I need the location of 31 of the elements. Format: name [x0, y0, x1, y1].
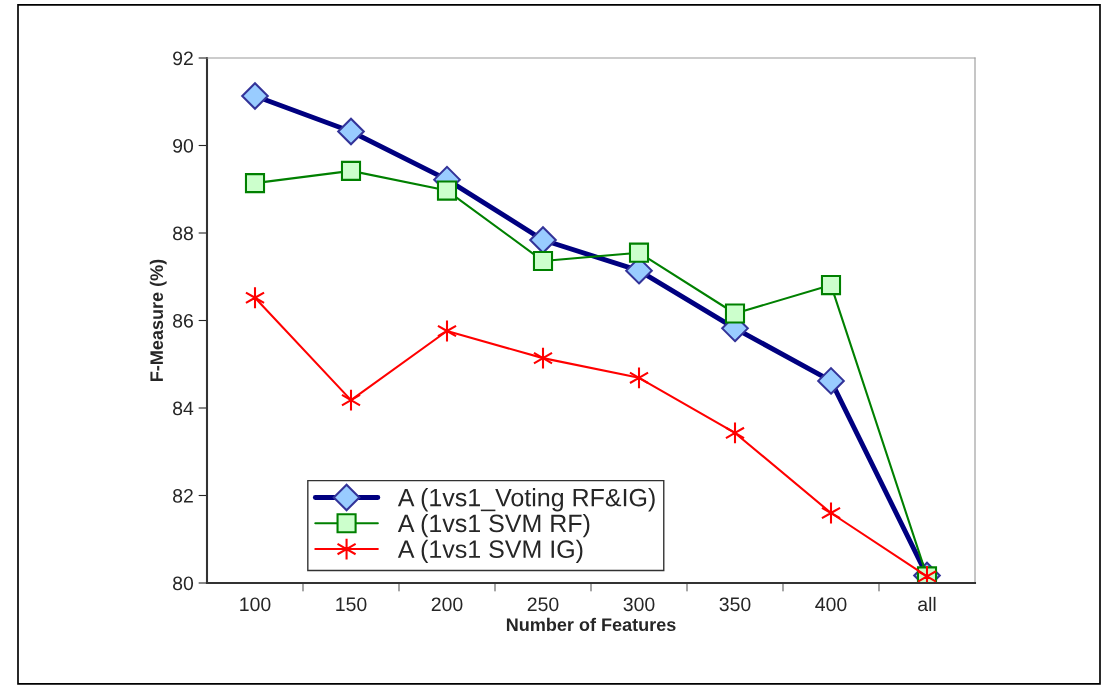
x-axis-title: Number of Features	[506, 617, 676, 632]
x-tick-label: 250	[527, 597, 559, 612]
y-tick-label: 84	[173, 401, 194, 416]
point	[244, 173, 266, 194]
y-tick-label: 86	[173, 313, 193, 328]
point	[436, 180, 458, 201]
y-tick-label: 82	[173, 488, 193, 503]
y-tick-label: 92	[173, 51, 193, 66]
point	[244, 286, 266, 310]
y-tick-label: 90	[173, 138, 194, 153]
legend-label: A (1vs1 SVM IG)	[397, 539, 583, 563]
point	[532, 346, 554, 370]
y-axis-title: F-Measure (%)	[149, 259, 167, 381]
point	[532, 250, 554, 272]
point	[724, 303, 746, 324]
y-tick-label: 80	[173, 576, 194, 591]
point	[340, 160, 362, 181]
x-tick-label: 200	[431, 597, 463, 612]
x-tick-label: all	[918, 596, 936, 612]
x-tick-label: 400	[815, 597, 847, 612]
x-tick-label: 350	[719, 597, 751, 612]
point	[820, 274, 842, 296]
x-tick-label: 150	[336, 597, 367, 612]
legend-label: A (1vs1 SVM RF)	[397, 513, 590, 538]
x-tick-label: 300	[623, 597, 655, 612]
y-tick-label: 88	[173, 226, 193, 241]
point	[340, 388, 362, 412]
point	[628, 242, 650, 263]
x-tick-label: 100	[240, 597, 271, 612]
legend-label: A (1vs1_Voting RF&IG)	[397, 488, 655, 512]
point	[628, 366, 650, 390]
